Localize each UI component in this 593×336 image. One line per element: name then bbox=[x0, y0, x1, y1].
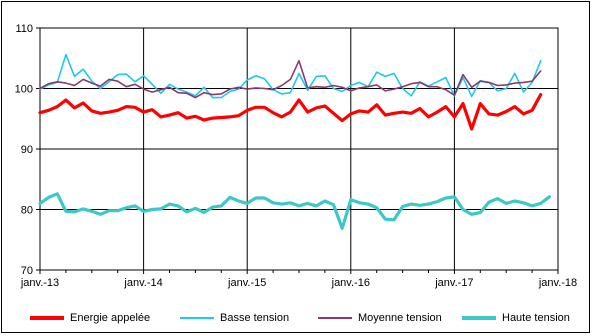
series-line-moyenne-tension bbox=[39, 59, 542, 99]
legend-swatch bbox=[30, 316, 64, 320]
y-tick-label: 90 bbox=[21, 144, 33, 156]
legend-item: Basse tension bbox=[180, 307, 289, 329]
legend-swatch bbox=[462, 316, 496, 320]
x-tick-label: janv.-18 bbox=[538, 277, 577, 289]
legend-item: Haute tension bbox=[462, 307, 570, 329]
y-tick-label: 70 bbox=[21, 265, 33, 277]
y-tick-label: 100 bbox=[15, 84, 33, 96]
x-tick-label: janv.-15 bbox=[227, 277, 266, 289]
legend-swatch bbox=[180, 317, 214, 319]
series-lines bbox=[38, 53, 552, 230]
x-axis: janv.-13 janv.-14 janv.-15 janv.-16 janv.-17… bbox=[20, 270, 577, 289]
legend-label: Basse tension bbox=[220, 312, 290, 324]
legend-label: Energie appelée bbox=[70, 312, 151, 324]
y-tick-label: 80 bbox=[21, 205, 33, 217]
legend-item: Energie appelée bbox=[30, 307, 150, 329]
x-tick-label: janv.-17 bbox=[434, 277, 473, 289]
legend-label: Moyenne tension bbox=[358, 312, 442, 324]
legend-swatch bbox=[318, 317, 352, 319]
y-tick-label: 110 bbox=[15, 23, 33, 35]
series-line-energie-appel-e bbox=[38, 92, 543, 131]
legend-label: Haute tension bbox=[502, 312, 570, 324]
x-tick-label: janv.-16 bbox=[331, 277, 370, 289]
y-axis: 70 80 90 100 110 bbox=[15, 23, 40, 277]
legend-item: Moyenne tension bbox=[318, 307, 442, 329]
x-tick-label: janv.-14 bbox=[123, 277, 162, 289]
legend: Energie appelée Basse tension Moyenne tens… bbox=[0, 307, 593, 329]
gridlines bbox=[40, 28, 558, 270]
x-tick-label: janv.-13 bbox=[20, 277, 59, 289]
series-line-haute-tension bbox=[38, 192, 552, 230]
